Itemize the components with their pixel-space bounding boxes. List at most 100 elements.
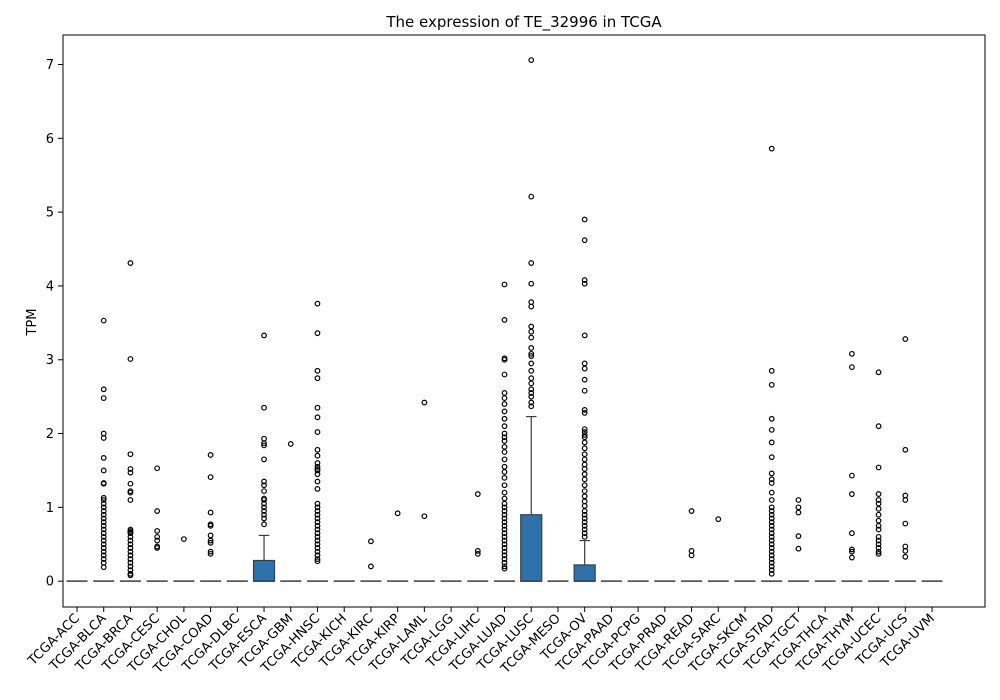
outlier-point <box>127 466 134 472</box>
outlier-point <box>100 497 107 503</box>
outlier-point <box>875 541 882 548</box>
outlier-point <box>848 364 855 371</box>
box-group <box>93 317 115 582</box>
outlier-point <box>501 489 508 496</box>
box-group <box>252 332 276 582</box>
outlier-point <box>501 548 508 555</box>
outlier-point <box>528 360 535 367</box>
outlier-point <box>314 330 321 337</box>
outlier-point <box>261 456 267 463</box>
box-group <box>707 516 729 582</box>
outlier-point <box>314 541 321 548</box>
outlier-point <box>528 367 535 374</box>
outlier-point <box>394 510 401 517</box>
outlier-point <box>261 488 267 495</box>
outlier-point <box>875 505 882 512</box>
outlier-point <box>902 548 909 554</box>
outlier-point <box>501 474 508 481</box>
outlier-point <box>368 563 374 570</box>
outlier-point <box>501 508 508 514</box>
outlier-point <box>768 563 775 570</box>
outlier-point <box>314 471 321 478</box>
outlier-point <box>581 237 588 244</box>
outlier-point <box>421 399 428 406</box>
outlier-point <box>261 515 267 522</box>
box-group <box>520 57 543 582</box>
outlier-point <box>768 515 775 522</box>
outlier-point <box>902 446 909 453</box>
outlier-point <box>848 350 855 357</box>
outlier-point <box>875 511 882 518</box>
outlier-point <box>875 550 882 557</box>
outlier-point <box>795 533 802 540</box>
outlier-point <box>127 260 134 266</box>
outlier-point <box>501 281 508 288</box>
outlier-point <box>848 472 855 479</box>
outlier-point <box>100 556 107 562</box>
outlier-point <box>100 545 107 551</box>
outlier-point <box>100 530 107 537</box>
outlier-point <box>902 520 909 527</box>
outlier-point <box>100 515 107 522</box>
outlier-point <box>501 533 508 540</box>
outlier-point <box>314 522 321 529</box>
y-tick-label: 0 <box>46 575 54 590</box>
outlier-point <box>581 445 588 452</box>
outlier-point <box>261 508 267 514</box>
outlier-point <box>501 434 508 441</box>
outlier-point <box>875 517 882 524</box>
outlier-point <box>314 467 321 474</box>
y-tick-label: 3 <box>46 353 54 368</box>
outlier-point <box>501 556 508 562</box>
outlier-point <box>581 277 588 283</box>
outlier-point <box>501 552 508 559</box>
box-group <box>894 336 916 582</box>
outlier-point <box>501 390 508 396</box>
outlier-point <box>314 414 321 421</box>
outlier-point <box>581 482 588 489</box>
outlier-point <box>314 367 321 374</box>
outlier-point <box>581 409 588 416</box>
outlier-point <box>100 395 107 402</box>
outlier-point <box>768 454 775 461</box>
outlier-point <box>581 493 588 500</box>
outlier-point <box>768 567 775 573</box>
outlier-point <box>207 509 214 516</box>
outlier-point <box>314 545 321 551</box>
outlier-point <box>207 550 214 557</box>
y-tick-label: 4 <box>46 279 54 294</box>
outlier-point <box>314 452 321 459</box>
outlier-point <box>581 471 588 478</box>
outlier-point <box>127 563 134 570</box>
outlier-point <box>581 533 588 540</box>
outlier-point <box>207 522 214 529</box>
outlier-point <box>314 446 321 453</box>
outlier-point <box>314 511 321 518</box>
outlier-point <box>127 480 134 487</box>
outlier-point <box>314 486 321 492</box>
outlier-point <box>314 300 321 307</box>
box <box>252 559 276 582</box>
outlier-point <box>581 365 588 372</box>
outlier-point <box>154 508 161 514</box>
outlier-point <box>261 504 267 511</box>
outlier-point <box>768 504 775 511</box>
outlier-point <box>501 519 508 526</box>
outlier-point <box>261 440 267 447</box>
outlier-point <box>127 548 134 555</box>
outlier-point <box>501 530 508 537</box>
outlier-point <box>581 508 588 514</box>
outlier-point <box>127 556 134 562</box>
outlier-point <box>314 548 321 555</box>
outlier-point <box>768 526 775 533</box>
outlier-point <box>368 538 374 545</box>
outlier-point <box>528 375 535 382</box>
outlier-point <box>100 533 107 540</box>
outlier-point <box>100 435 107 441</box>
outlier-point <box>314 530 321 537</box>
outlier-point <box>902 336 909 342</box>
outlier-point <box>501 545 508 551</box>
box-group <box>573 216 596 582</box>
outlier-point <box>501 430 508 437</box>
outlier-point <box>768 541 775 548</box>
